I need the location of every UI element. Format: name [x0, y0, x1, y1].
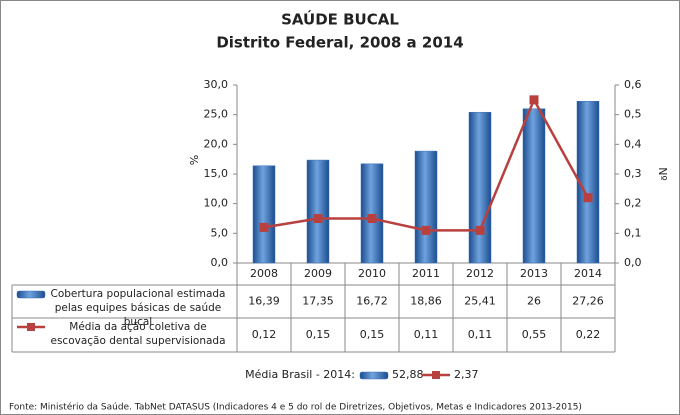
table-value: 0,15: [360, 328, 385, 341]
legend-label: Média da ação coletiva de escovação dent…: [50, 321, 226, 347]
table-value: 16,39: [248, 295, 280, 308]
line-marker: [475, 225, 485, 235]
table-value: 0,55: [522, 328, 547, 341]
y-axis-label: %: [188, 155, 201, 165]
table-value: 18,86: [410, 295, 442, 308]
bar: [468, 111, 492, 264]
legend-swatch: [27, 323, 35, 331]
y-tick-label: 30,0: [204, 78, 229, 91]
y2-tick-label: 0,5: [624, 108, 642, 121]
y2-tick-label: 0,3: [624, 167, 642, 180]
reference-value: 2,37: [454, 368, 479, 381]
line-marker: [529, 95, 539, 105]
legend-swatch: [16, 290, 46, 299]
table-value: 0,15: [306, 328, 331, 341]
chart-title: SAÚDE BUCAL: [281, 10, 399, 29]
line-marker: [259, 222, 269, 232]
line-marker: [367, 214, 377, 223]
table-value: 0,11: [414, 328, 439, 341]
bar: [576, 101, 600, 264]
chart-subtitle: Distrito Federal, 2008 a 2014: [216, 34, 463, 52]
bar: [306, 159, 330, 264]
source: Fonte: Ministério da Saúde. TabNet DATAS…: [9, 402, 582, 413]
legend-swatch: [432, 371, 440, 379]
x-tick-label: 2011: [412, 267, 440, 280]
table-value: 16,72: [356, 295, 388, 308]
line-marker: [313, 214, 323, 223]
line-marker: [583, 193, 593, 203]
x-tick-label: 2010: [358, 267, 386, 280]
table-value: 17,35: [302, 295, 334, 308]
y2-tick-label: 0,6: [624, 78, 642, 91]
table-value: 0,11: [468, 328, 493, 341]
y2-tick-label: 0,1: [624, 226, 642, 239]
x-tick-label: 2009: [304, 267, 332, 280]
y2-axis-label: Nº: [656, 167, 669, 180]
y-tick-label: 10,0: [204, 197, 229, 210]
table-value: 25,41: [464, 295, 496, 308]
bar: [414, 150, 438, 264]
x-tick-label: 2014: [574, 267, 602, 280]
bar: [522, 108, 546, 264]
table-value: 27,26: [572, 295, 604, 308]
y-tick-label: 20,0: [204, 137, 229, 150]
x-tick-label: 2012: [466, 267, 494, 280]
y-tick-label: 15,0: [204, 167, 229, 180]
y-tick-label: 0,0: [211, 256, 229, 269]
bar: [252, 165, 276, 264]
y-tick-label: 5,0: [211, 226, 229, 239]
y2-tick-label: 0,0: [624, 256, 642, 269]
reference-label: Média Brasil - 2014:: [245, 368, 355, 381]
x-tick-label: 2013: [520, 267, 548, 280]
y2-tick-label: 0,2: [624, 197, 642, 210]
table-value: 0,12: [252, 328, 277, 341]
x-tick-label: 2008: [250, 267, 278, 280]
line-marker: [421, 225, 431, 235]
table-value: 26: [527, 295, 541, 308]
bar: [360, 163, 384, 264]
reference-value: 52,88: [392, 368, 424, 381]
y2-tick-label: 0,4: [624, 137, 642, 150]
y-tick-label: 25,0: [204, 108, 229, 121]
legend-swatch: [359, 371, 389, 380]
table-value: 0,22: [576, 328, 601, 341]
legend-label: Cobertura populacional estimada pelas eq…: [50, 288, 226, 328]
